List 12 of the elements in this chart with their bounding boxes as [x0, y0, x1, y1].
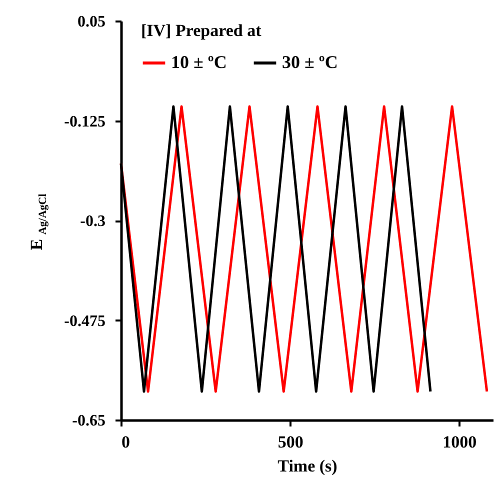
y-tick-label: -0.3: [80, 213, 106, 230]
x-tick-label: 0: [122, 432, 130, 452]
y-tick-label: -0.125: [64, 113, 106, 130]
legend-title: [IV] Prepared at: [141, 21, 262, 40]
y-tick-label: -0.65: [72, 412, 106, 430]
x-axis-title: Time (s): [278, 456, 338, 476]
x-tick-label: 500: [278, 432, 304, 452]
legend-label: 30 ± ºC: [282, 52, 338, 72]
legend-label: 10 ± ºC: [171, 52, 227, 72]
y-tick-label: -0.475: [64, 312, 106, 330]
y-tick-label: 0.05: [78, 14, 106, 30]
x-tick-label: 1000: [442, 432, 477, 452]
